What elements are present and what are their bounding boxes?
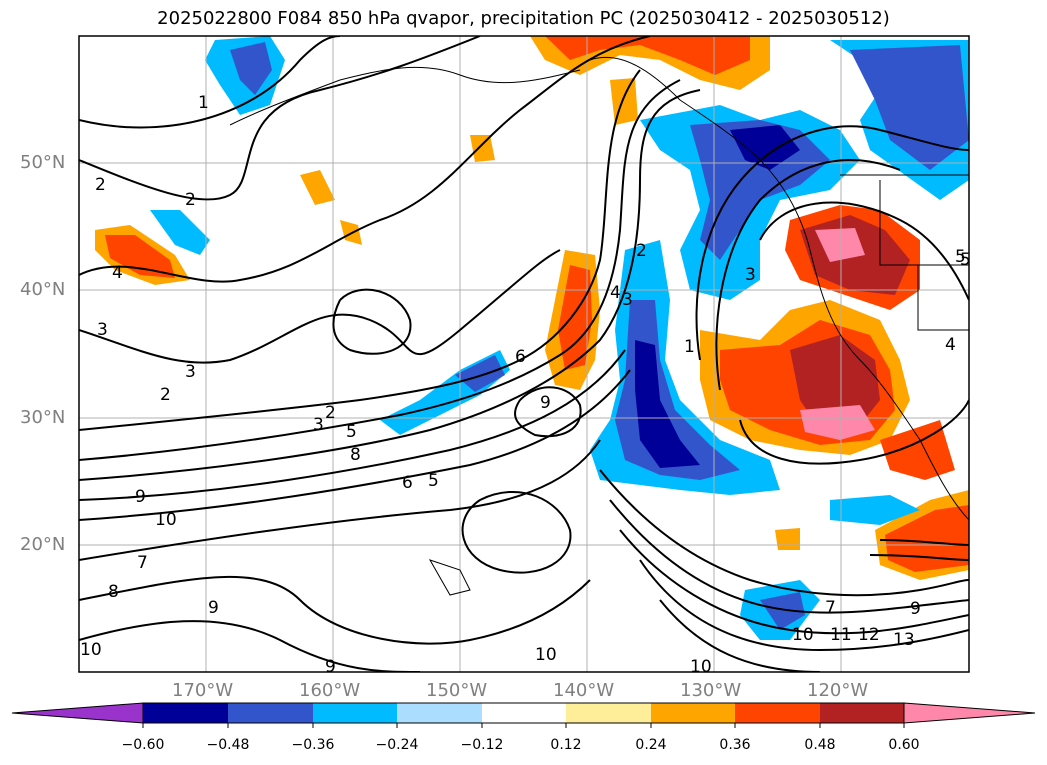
contour-label: 10 [792,625,814,645]
contour-label: 2 [160,385,171,405]
contour-label: 3 [745,265,756,285]
colorbar-segment [820,703,904,723]
contour-label: 9 [135,487,146,507]
colorbar-tick: 0.24 [635,737,667,753]
colorbar-tick: −0.36 [291,737,335,753]
lat-label-20n: 20°N [20,534,66,555]
colorbar-segment [651,703,735,723]
lon-label-120w: 120°W [807,680,869,701]
plot-frame [78,35,970,673]
contour-label: 9 [208,598,219,618]
colorbar-tick: 0.36 [719,737,751,753]
colorbar-extend-high [904,703,1035,723]
precip-shading [95,36,969,640]
contour-label: 2 [636,241,647,261]
contour-label: 4 [945,335,956,355]
contour-label: 10 [690,657,712,677]
colorbar-tick: −0.24 [375,737,419,753]
contour-label: 1 [198,93,209,113]
contour-label: 2 [95,175,106,195]
colorbar-segment [735,703,820,723]
contour-label: 2 [185,190,196,210]
coastline [229,56,969,596]
contour-label: 4 [112,263,123,283]
graticule [79,36,969,672]
contour-label: 3 [622,290,633,310]
colorbar [11,702,1036,728]
colorbar-tick: −0.60 [121,737,165,753]
contour-label: 10 [80,640,102,660]
contour-label: 4 [610,283,621,303]
colorbar-segment [482,703,566,723]
colorbar-segment [143,703,228,723]
lon-label-130w: 130°W [680,680,742,701]
colorbar-tick: 0.48 [804,737,836,753]
contour-label: 11 [830,625,852,645]
lat-label-30n: 30°N [20,407,66,428]
contour-label: 13 [893,630,915,650]
contour-label: 12 [858,625,880,645]
colorbar-tick: −0.48 [206,737,250,753]
lon-label-150w: 150°W [426,680,488,701]
contour-label: 3 [313,415,324,435]
contour-label: 6 [402,473,413,493]
contour-label: 5 [428,471,439,491]
contour-label: 9 [910,599,921,619]
contour-label: 7 [137,553,148,573]
contour-label: 5 [960,250,971,270]
contour-label: 8 [108,582,119,602]
contour-label: 3 [185,362,196,382]
contour-label: 2 [325,403,336,423]
colorbar-tick: 0.60 [888,737,920,753]
contour-label-group: 1 2 2 4 5 3 2 3 2 3 5 8 9 10 7 8 9 10 9 … [80,93,971,677]
colorbar-segment [228,703,313,723]
colorbar-tick: 0.12 [550,737,582,753]
colorbar-segment [313,703,397,723]
lon-label-160w: 160°W [299,680,361,701]
lat-label-50n: 50°N [20,152,66,173]
contour-label: 8 [350,445,361,465]
contour-label: 10 [535,645,557,665]
contour-label: 9 [540,393,551,413]
contour-label: 9 [325,657,336,677]
qvapor-contours [79,36,969,672]
colorbar-segment [566,703,651,723]
contour-label: 5 [955,247,966,267]
map-title: 2025022800 F084 850 hPa qvapor, precipit… [157,8,890,29]
contour-label: 10 [155,510,177,530]
lat-label-40n: 40°N [20,279,66,300]
colorbar-extend-low [12,703,143,723]
contour-label: 5 [346,422,357,442]
lon-label-140w: 140°W [553,680,615,701]
contour-label: 7 [825,598,836,618]
lon-label-170w: 170°W [172,680,234,701]
contour-label: 3 [97,320,108,340]
colorbar-tick: −0.12 [460,737,504,753]
colorbar-segment [397,703,482,723]
contour-label: 6 [515,347,526,367]
contour-label: 1 [684,337,695,357]
